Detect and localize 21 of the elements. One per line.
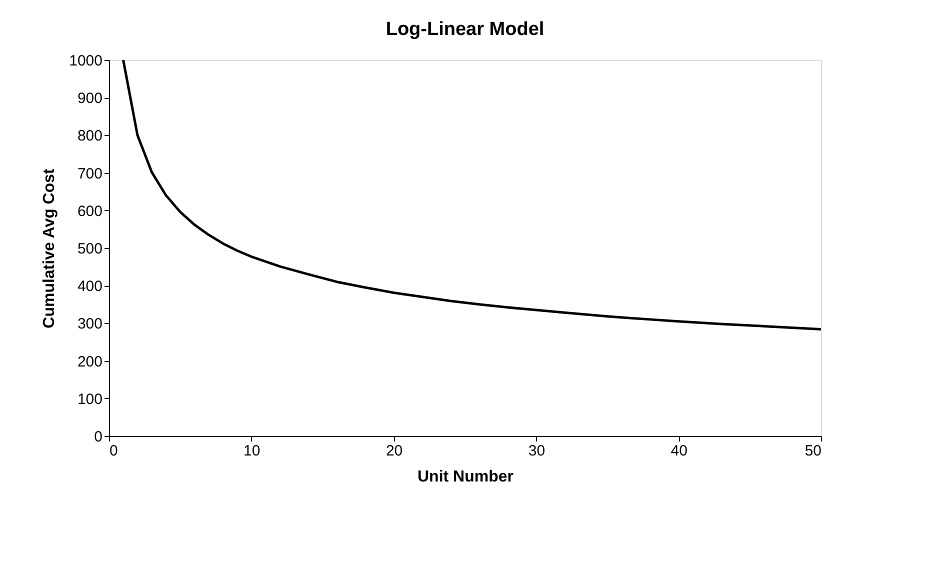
chart-title: Log-Linear Model (386, 19, 544, 40)
x-axis-title: Unit Number (418, 468, 514, 486)
y-tick-label: 200 (77, 353, 102, 370)
line-series (122, 60, 821, 330)
y-tick-label: 800 (77, 128, 102, 145)
y-tick-label: 900 (77, 90, 102, 108)
y-tick-label: 300 (77, 316, 102, 333)
y-tick-label: 1000 (69, 52, 102, 70)
x-tick-label: 30 (528, 442, 546, 460)
y-tick-label: 500 (77, 240, 102, 258)
x-tick-label: 0 (110, 442, 118, 460)
x-tick-label: 40 (670, 442, 688, 460)
y-tick-label: 700 (77, 165, 102, 182)
x-tick-label: 50 (804, 442, 822, 460)
y-tick-label: 600 (77, 202, 102, 220)
x-tick-label: 20 (386, 442, 403, 460)
y-tick-label: 400 (77, 278, 102, 296)
y-tick-label: 0 (94, 428, 102, 446)
y-axis-title: Cumulative Avg Cost (41, 168, 58, 328)
x-tick-label: 10 (244, 442, 260, 460)
y-tick-label: 100 (77, 390, 102, 408)
